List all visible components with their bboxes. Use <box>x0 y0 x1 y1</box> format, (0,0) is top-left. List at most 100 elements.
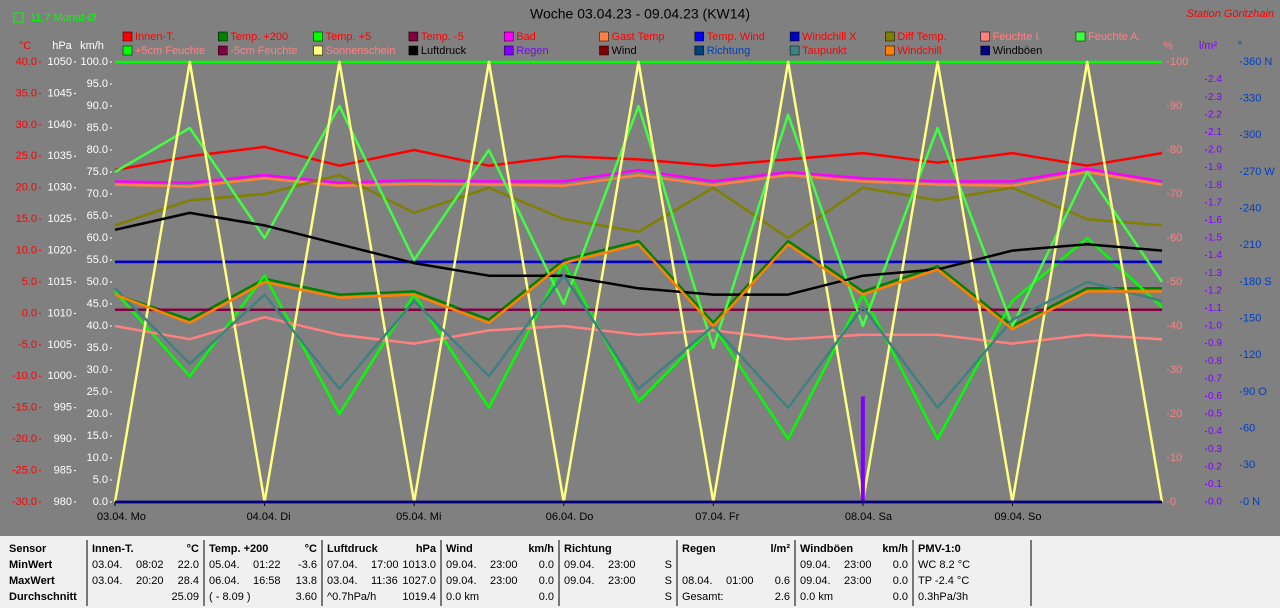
stats-cell: 0.0 <box>893 591 908 603</box>
stats-cell: 23:00 <box>608 559 636 571</box>
y-tick-label: 0.2 <box>1208 461 1222 472</box>
stats-col-unit: l/m² <box>770 543 790 555</box>
y-tick-label: -30.0 <box>12 496 37 508</box>
chart-title: Woche 03.04.23 - 09.04.23 (KW14) <box>530 6 750 22</box>
stats-cell: 11:36 <box>371 575 398 587</box>
stats-cell: 06.04. <box>209 575 240 587</box>
axis-unit: hPa <box>52 40 72 52</box>
y-tick-label: 2.1 <box>1208 127 1222 138</box>
stats-cell: 0.0 <box>893 575 908 587</box>
legend-swatch <box>885 31 895 42</box>
y-tick-label: 270 W <box>1243 166 1275 178</box>
station-name: Station Göritzhain <box>1187 8 1274 20</box>
legend-swatch <box>789 45 800 56</box>
rain-bar <box>860 396 865 502</box>
stats-cell: ( - 8.09 ) <box>209 591 251 603</box>
stats-cell: Gesamt: <box>682 591 724 603</box>
y-tick-label: 20.0 <box>16 182 37 194</box>
y-tick-label: 75.0 <box>87 166 108 178</box>
stats-cell: TP -2.4 °C <box>918 575 969 587</box>
y-tick-label: 0 <box>1170 496 1176 508</box>
stats-cell: 20:20 <box>136 575 164 587</box>
y-tick-label: 5.0 <box>22 276 37 288</box>
x-tick-label: 07.04. Fr <box>695 511 739 523</box>
y-tick-label: 10.0 <box>16 244 37 256</box>
y-tick-label: 0.3 <box>1208 444 1222 455</box>
y-tick-label: 20 <box>1170 408 1182 420</box>
stats-cell: 09.04. <box>564 575 595 587</box>
legend-label: Windböen <box>993 45 1043 57</box>
stats-cell: 28.4 <box>178 575 199 587</box>
y-tick-label: 2.2 <box>1208 109 1222 120</box>
y-tick-label: 120 <box>1243 349 1261 361</box>
stats-cell: 09.04. <box>446 575 477 587</box>
stats-cell: 08:02 <box>136 559 164 571</box>
x-tick-label: 04.04. Di <box>247 511 291 523</box>
y-tick-label: 2.3 <box>1208 92 1222 103</box>
x-tick-label: 08.04. Sa <box>845 511 893 523</box>
legend-label: Innen-T. <box>135 31 175 43</box>
stats-col-title: Temp. +200 <box>209 543 268 555</box>
axis-unit: % <box>1163 40 1173 52</box>
y-tick-label: 0 N <box>1243 496 1260 508</box>
stats-cell: 0.0 km <box>446 591 479 603</box>
series-line <box>114 104 1164 350</box>
y-tick-label: 30.0 <box>87 364 108 376</box>
stats-cell: 09.04. <box>800 559 831 571</box>
y-tick-label: 0.1 <box>1208 479 1222 490</box>
legend-swatch <box>599 31 609 42</box>
stats-cell: 17:00 <box>371 559 399 571</box>
legend-label: Temp. +200 <box>230 31 288 43</box>
series-line <box>114 315 1163 345</box>
legend-swatch <box>1075 31 1086 42</box>
stats-cell: S <box>665 591 672 603</box>
y-tick-label: 1005 <box>48 339 72 351</box>
stats-cell: 0.0 <box>539 559 554 571</box>
y-tick-label: 1.3 <box>1208 268 1222 279</box>
y-tick-label: 1040 <box>48 119 72 131</box>
series-line <box>114 167 1163 184</box>
y-tick-label: 90 <box>1170 100 1182 112</box>
y-tick-label: 1.9 <box>1208 162 1222 173</box>
series-line <box>114 170 1163 188</box>
stats-cell: 23:00 <box>844 575 872 587</box>
stats-col-unit: km/h <box>882 543 908 555</box>
stats-cell: 0.0 <box>539 575 554 587</box>
y-tick-label: 1050 <box>48 56 72 68</box>
stats-cell: 0.3hPa/3h <box>918 591 968 603</box>
legend-label: Temp. +5 <box>326 31 372 43</box>
stats-col-title: Wind <box>446 543 473 555</box>
y-tick-label: 60 <box>1170 232 1182 244</box>
y-tick-label: 30.0 <box>16 119 37 131</box>
stats-col-title: Richtung <box>564 543 612 555</box>
stats-cell: 09.04. <box>446 559 477 571</box>
stats-cell: ^0.7hPa/h <box>327 591 376 603</box>
y-tick-label: 5.0 <box>93 474 108 486</box>
y-tick-label: 100 <box>1170 56 1188 68</box>
y-tick-label: 85.0 <box>87 122 108 134</box>
y-tick-label: 40.0 <box>87 320 108 332</box>
legend-label: Richtung <box>707 45 750 57</box>
legend-swatch <box>503 45 514 56</box>
y-tick-label: -10.0 <box>12 370 37 382</box>
legend-swatch <box>885 45 895 56</box>
y-tick-label: 2.0 <box>1208 145 1222 156</box>
y-tick-label: 25.0 <box>16 150 37 162</box>
stats-cell: S <box>665 575 672 587</box>
axis-unit: km/h <box>80 40 104 52</box>
legend-swatch <box>122 45 133 56</box>
y-tick-label: 1.4 <box>1208 250 1222 261</box>
y-tick-label: 80 <box>1170 144 1182 156</box>
y-tick-label: 0.0 <box>1208 497 1222 508</box>
y-tick-label: 0.6 <box>1208 391 1222 402</box>
y-tick-label: 40.0 <box>16 56 37 68</box>
series-line <box>114 145 1163 172</box>
stats-cell: 03.04. <box>92 559 123 571</box>
axis-unit: l/m² <box>1199 40 1218 52</box>
y-tick-label: 1.8 <box>1208 180 1222 191</box>
legend-label: Windchill X <box>802 31 857 43</box>
stats-col-unit: °C <box>187 543 199 555</box>
y-tick-label: 150 <box>1243 313 1261 325</box>
stats-cell: 01:00 <box>726 575 754 587</box>
stats-col-title: Luftdruck <box>327 543 379 555</box>
